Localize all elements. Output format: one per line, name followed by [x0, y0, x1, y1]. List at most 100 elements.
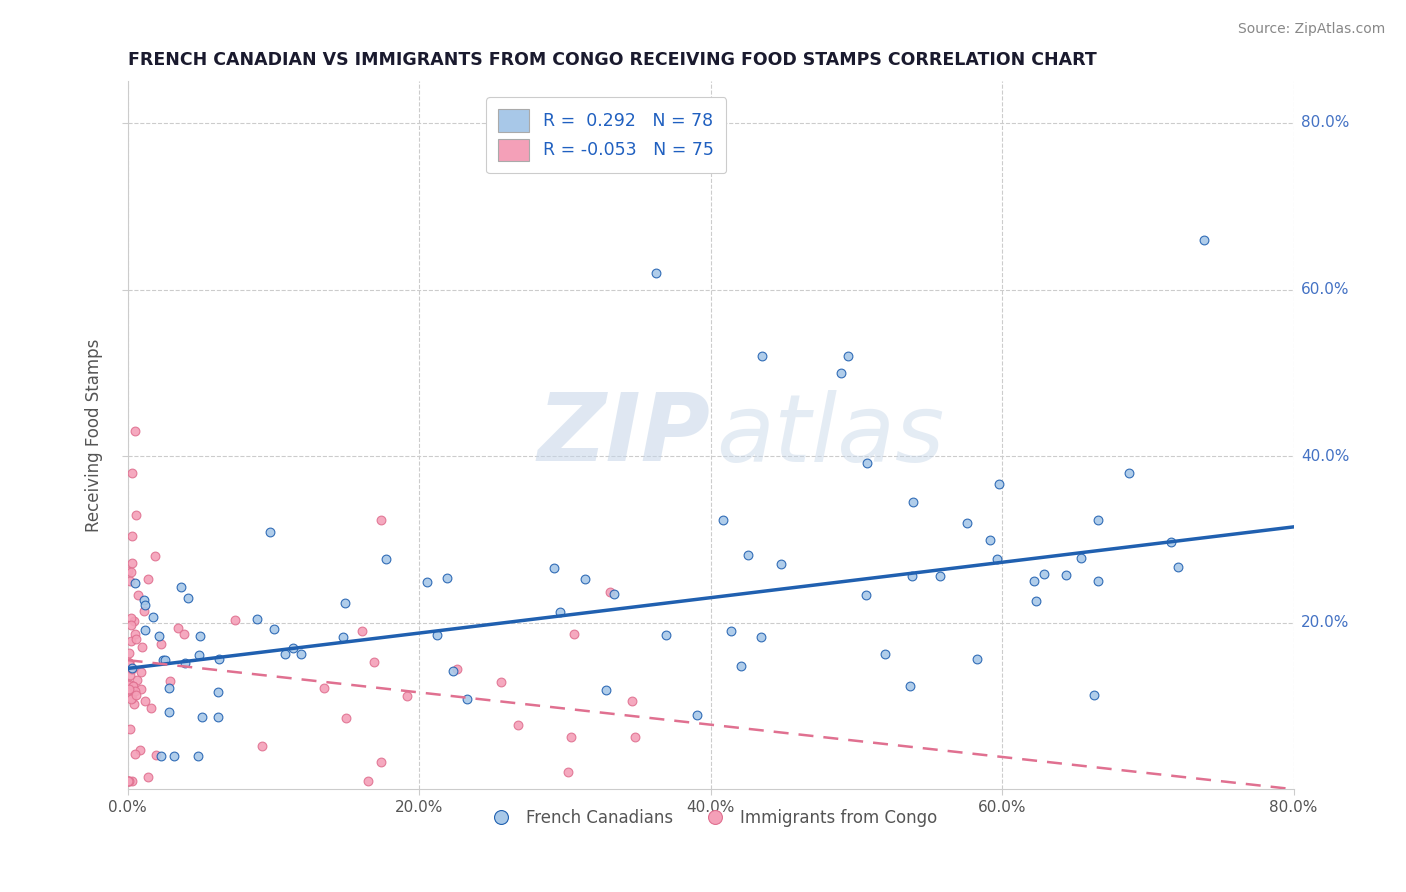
Point [121, 556, 143, 570]
Point [1032, 566, 1054, 581]
Point [120, 565, 142, 579]
Point [187, 748, 209, 763]
Point [118, 646, 141, 660]
Point [124, 747, 146, 762]
Point [121, 662, 143, 676]
Point [122, 615, 145, 629]
Point [127, 588, 149, 602]
Point [148, 628, 170, 642]
Point [426, 628, 449, 642]
Point [118, 681, 141, 696]
Point [124, 689, 146, 703]
Point [599, 585, 621, 599]
Point [122, 679, 145, 693]
Point [352, 624, 374, 639]
Point [1087, 574, 1109, 589]
Point [550, 605, 572, 619]
Point [121, 611, 143, 625]
Point [986, 552, 1008, 566]
Point [132, 593, 155, 607]
Point [125, 673, 148, 687]
Point [720, 624, 742, 638]
Point [730, 659, 752, 673]
Point [173, 656, 195, 670]
Point [898, 679, 921, 693]
Point [543, 561, 565, 575]
Point [711, 513, 734, 527]
Point [149, 748, 172, 763]
Point [416, 575, 439, 590]
Point [129, 682, 152, 697]
Point [125, 508, 148, 522]
Point [157, 705, 180, 719]
Point [335, 711, 357, 725]
Point [274, 648, 297, 662]
Point [132, 604, 155, 618]
Point [856, 457, 879, 471]
Point [929, 569, 952, 583]
Point [979, 533, 1001, 547]
Point [129, 665, 152, 679]
Point [873, 648, 896, 662]
Point [751, 349, 773, 363]
Point [956, 516, 979, 530]
Point [124, 575, 146, 590]
Point [1022, 574, 1045, 589]
Point [224, 614, 246, 628]
Point [188, 629, 211, 643]
Point [603, 587, 626, 601]
Point [263, 622, 285, 636]
Point [157, 681, 180, 695]
Point [191, 709, 214, 723]
Text: FRENCH CANADIAN VS IMMIGRANTS FROM CONGO RECEIVING FOOD STAMPS CORRELATION CHART: FRENCH CANADIAN VS IMMIGRANTS FROM CONGO… [128, 51, 1097, 69]
Point [988, 477, 1011, 491]
Point [686, 708, 709, 723]
Point [837, 349, 859, 363]
Point [120, 691, 142, 706]
Point [560, 730, 582, 744]
Point [125, 632, 148, 647]
Point [134, 599, 156, 613]
Point [121, 661, 143, 675]
Point [177, 591, 200, 605]
Point [117, 773, 139, 788]
Point [855, 588, 877, 602]
Text: ZIP: ZIP [537, 389, 710, 482]
Point [574, 572, 596, 586]
Point [259, 524, 281, 539]
Point [208, 652, 231, 666]
Point [117, 657, 139, 671]
Point [749, 631, 772, 645]
Point [737, 548, 759, 562]
Point [118, 773, 141, 788]
Point [117, 773, 139, 788]
Point [118, 656, 141, 670]
Point [966, 651, 988, 665]
Point [121, 466, 143, 480]
Text: atlas: atlas [717, 390, 945, 481]
Point [281, 641, 304, 656]
Point [363, 655, 385, 669]
Text: 60.0%: 60.0% [1301, 282, 1350, 297]
Point [250, 739, 273, 754]
Legend: French Canadians, Immigrants from Congo: French Canadians, Immigrants from Congo [478, 803, 943, 834]
Point [207, 684, 229, 698]
Point [117, 678, 139, 692]
Point [370, 755, 392, 769]
Point [145, 549, 167, 564]
Point [120, 574, 142, 588]
Point [655, 628, 678, 642]
Point [446, 662, 468, 676]
Point [152, 653, 174, 667]
Point [624, 730, 647, 744]
Point [1087, 513, 1109, 527]
Point [121, 690, 143, 705]
Point [141, 700, 163, 714]
Point [131, 640, 153, 655]
Point [120, 684, 142, 698]
Point [314, 681, 336, 696]
Point [769, 557, 792, 571]
Point [118, 677, 141, 691]
Point [333, 596, 356, 610]
Point [1160, 535, 1182, 549]
